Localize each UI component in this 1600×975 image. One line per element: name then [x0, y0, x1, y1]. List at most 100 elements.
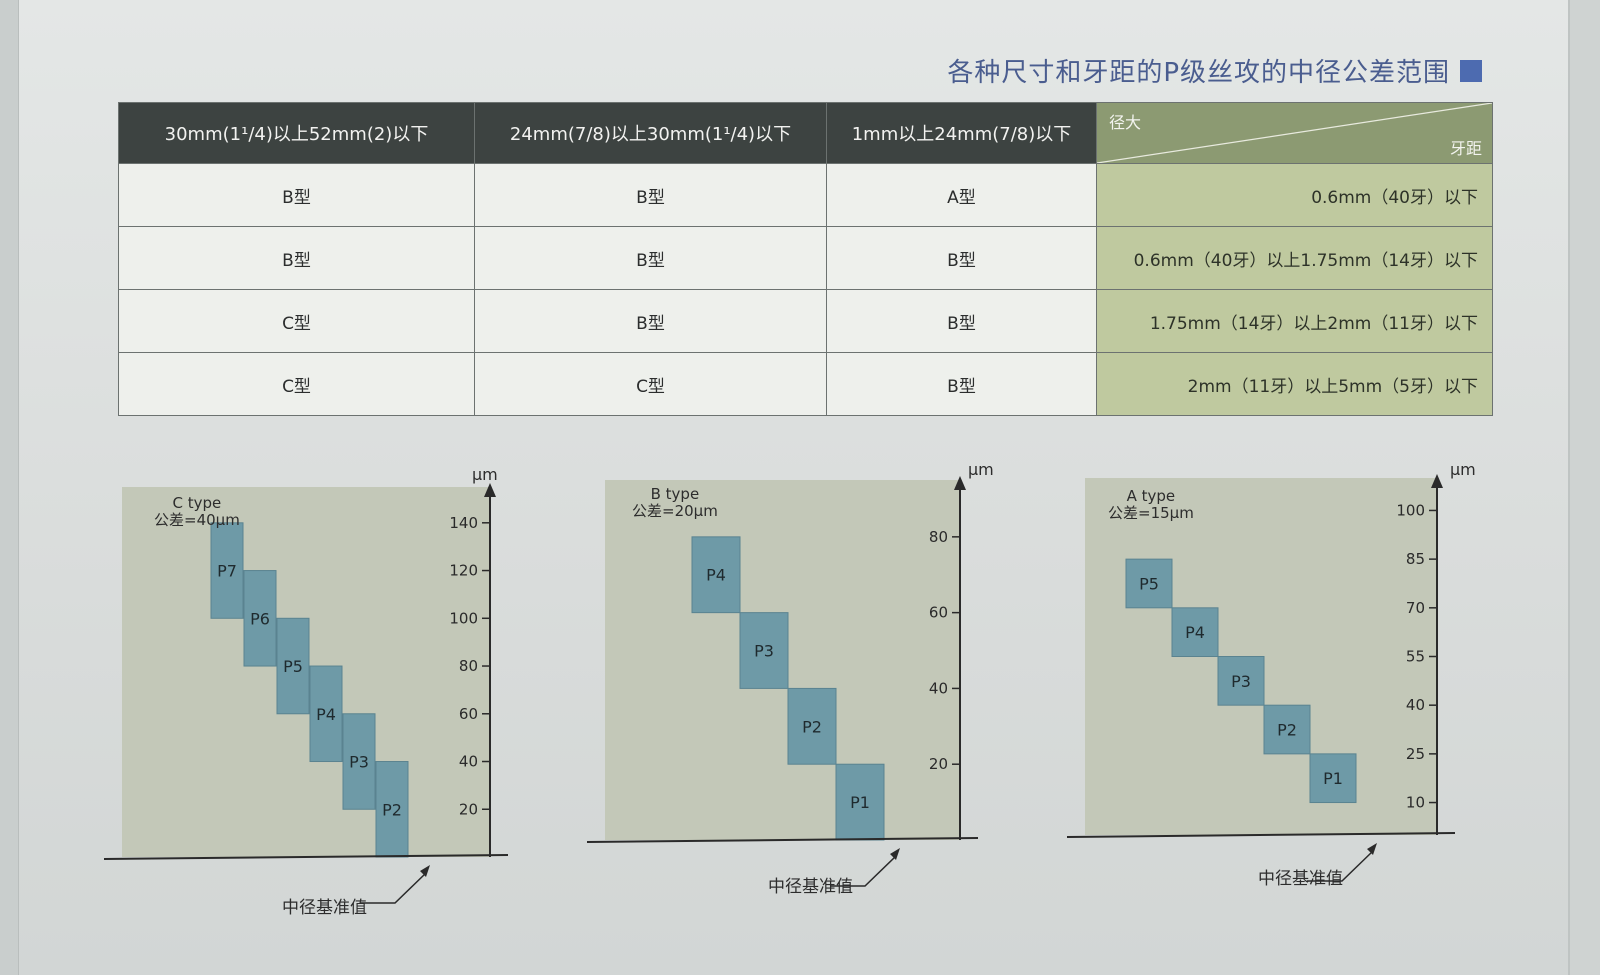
tolerance-box-p1	[1309, 753, 1357, 804]
tolerance-table: 30mm(1¹/4)以上52mm(2)以下 24mm(7/8)以上30mm(1¹…	[118, 102, 1493, 416]
y-tick-label: 60	[459, 705, 478, 723]
unit-label: μm	[1450, 460, 1476, 479]
box-label: P2	[382, 800, 402, 819]
section-title: 各种尺寸和牙距的P级丝攻的中径公差范围	[947, 52, 1482, 89]
chart-c-svg: P2 P3 P4 P5 P6 P7 20 40 60 80 100 120 140	[103, 483, 509, 904]
corner-bottom-label: 牙距	[1449, 139, 1482, 158]
y-tick-label: 10	[1406, 794, 1425, 812]
baseline	[1066, 832, 1456, 838]
y-tick-label: 20	[459, 800, 478, 818]
tolerance-box-p2	[375, 761, 409, 858]
box-label: P3	[349, 753, 369, 772]
box-label: P7	[217, 562, 237, 581]
page-gutter-left	[0, 0, 19, 975]
box-label: P4	[706, 566, 726, 585]
row-header: 0.6mm（40牙）以下	[1096, 163, 1493, 227]
baseline-label: 中径基准值	[282, 898, 367, 918]
box-label: P4	[316, 705, 336, 724]
unit-label: μm	[968, 460, 994, 479]
leader-line	[360, 872, 427, 904]
baseline	[103, 854, 509, 860]
page-gutter-right	[1568, 0, 1600, 975]
y-tick-label: 100	[449, 609, 478, 627]
unit-label: μm	[472, 465, 498, 484]
tolerance-box-p5	[1125, 558, 1173, 609]
type-label: A type 公差=15μm	[1108, 488, 1194, 522]
table-cell: B型	[826, 289, 1097, 353]
table-cell: C型	[118, 352, 475, 416]
table-header-row: 30mm(1¹/4)以上52mm(2)以下 24mm(7/8)以上30mm(1¹…	[118, 102, 1493, 164]
tolerance-chart-a: P1 P2 P3 P4 P5 10 25 40 55 70 85 100 μm A type 公差=1…	[1066, 460, 1480, 890]
box-label: P3	[1231, 672, 1251, 691]
y-tick-label: 80	[459, 657, 478, 675]
box-label: P3	[754, 642, 774, 661]
y-tick-label: 85	[1406, 550, 1425, 568]
table-cell: B型	[826, 352, 1097, 416]
baseline-label: 中径基准值	[768, 877, 853, 897]
tolerance-box-p3	[739, 612, 789, 689]
row-header: 0.6mm（40牙）以上1.75mm（14牙）以下	[1096, 226, 1493, 290]
column-header: 24mm(7/8)以上30mm(1¹/4)以下	[474, 102, 827, 164]
tolerance-box-p2	[1263, 704, 1311, 755]
table-cell: B型	[474, 289, 827, 353]
baseline-label: 中径基准值	[1258, 869, 1343, 889]
chart-b-svg: P1 P2 P3 P4 20 40 60 80	[586, 476, 979, 887]
tolerance-box-p4	[691, 536, 741, 614]
type-name: C type	[172, 494, 222, 512]
tolerance-box-p4	[309, 665, 343, 763]
table-row: B型 B型 A型 0.6mm（40牙）以下	[118, 163, 1493, 227]
row-header: 1.75mm（14牙）以上2mm（11牙）以下	[1096, 289, 1493, 353]
box-label: P5	[1139, 574, 1159, 593]
corner-top-label: 径大	[1109, 113, 1142, 132]
y-tick-label: 55	[1406, 648, 1425, 666]
table-row: C型 B型 B型 1.75mm（14牙）以上2mm（11牙）以下	[118, 289, 1493, 353]
tolerance-box-p6	[243, 570, 277, 667]
box-label: P2	[1277, 721, 1297, 740]
leader-arrow-icon	[890, 848, 900, 860]
tolerance-text: 公差=40μm	[154, 511, 240, 529]
table-cell: A型	[826, 163, 1097, 227]
y-tick-label: 20	[929, 755, 948, 773]
corner-diagonal-line	[1097, 103, 1492, 163]
axis-arrow-icon	[954, 476, 966, 490]
column-header: 30mm(1¹/4)以上52mm(2)以下	[118, 102, 475, 164]
table-corner-header: 径大 牙距	[1096, 102, 1493, 164]
axis-arrow-icon	[1431, 474, 1443, 488]
title-square-icon	[1460, 59, 1482, 82]
chart-a-svg: P1 P2 P3 P4 P5 10 25 40 55 70 85 100	[1066, 474, 1456, 882]
y-tick-label: 140	[449, 514, 478, 532]
type-name: A type	[1126, 487, 1176, 505]
table-cell: B型	[826, 226, 1097, 290]
table-row: C型 C型 B型 2mm（11牙）以上5mm（5牙）以下	[118, 352, 1493, 416]
axis-arrow-icon	[484, 483, 496, 497]
y-tick-label: 70	[1406, 599, 1425, 617]
leader-arrow-icon	[1367, 843, 1377, 855]
box-label: P4	[1185, 623, 1205, 642]
leader-line	[1307, 850, 1374, 882]
table-cell: B型	[474, 226, 827, 290]
tolerance-box-p3	[342, 713, 376, 810]
tolerance-box-p3	[1217, 656, 1265, 706]
table-cell: C型	[118, 289, 475, 353]
y-tick-label: 60	[929, 604, 948, 622]
y-tick-label: 80	[929, 528, 948, 546]
type-name: B type	[650, 485, 700, 503]
y-tick-label: 25	[1406, 745, 1425, 763]
y-tick-label: 120	[449, 562, 478, 580]
column-header: 1mm以上24mm(7/8)以下	[826, 102, 1097, 164]
box-label: P1	[850, 793, 870, 812]
y-tick-label: 100	[1396, 501, 1425, 519]
tolerance-text: 公差=20μm	[632, 502, 718, 520]
tolerance-chart-b: P1 P2 P3 P4 20 40 60 80 μm B type 公差=20μm 中径基准值	[586, 460, 1000, 897]
y-tick-label: 40	[1406, 696, 1425, 714]
box-label: P1	[1323, 769, 1343, 788]
table-cell: B型	[118, 226, 475, 290]
tolerance-box-p7	[210, 522, 244, 619]
table-cell: B型	[474, 163, 827, 227]
title-text: 各种尺寸和牙距的P级丝攻的中径公差范围	[947, 58, 1450, 88]
tolerance-chart-c: P2 P3 P4 P5 P6 P7 20 40 60 80 100 120 140 μm C type …	[100, 465, 520, 925]
row-header: 2mm（11牙）以上5mm（5牙）以下	[1096, 352, 1493, 416]
tolerance-box-p5	[276, 617, 310, 715]
leader-line	[830, 855, 897, 887]
tolerance-box-p2	[787, 687, 837, 765]
